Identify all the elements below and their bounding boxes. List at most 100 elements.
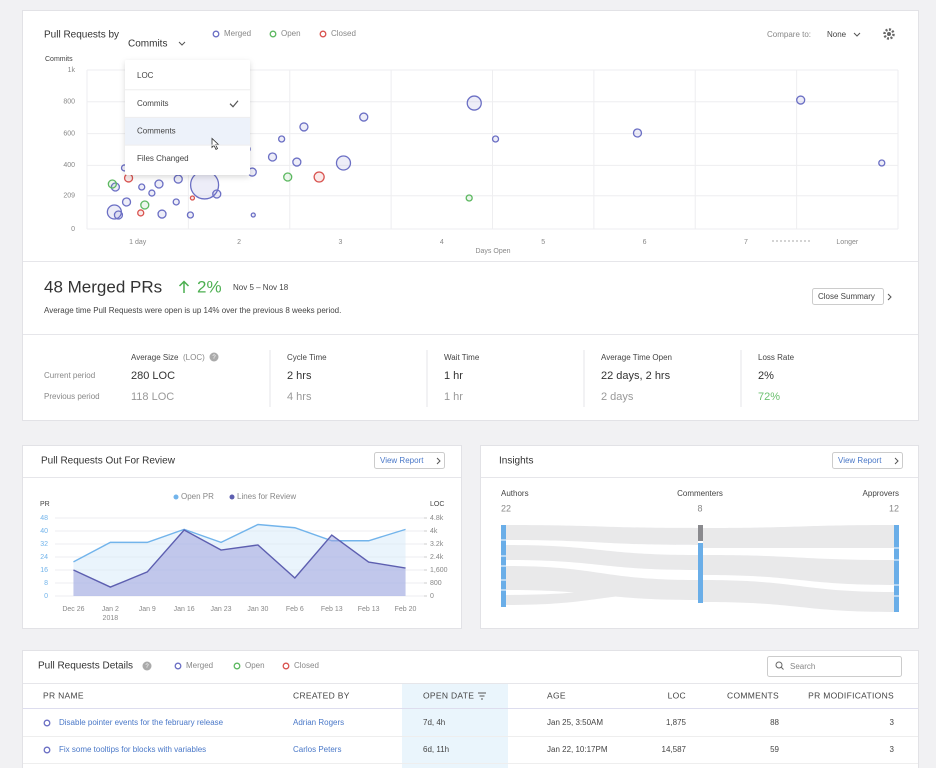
x-tick-label: 1 day xyxy=(129,239,147,246)
column-header[interactable]: LOC xyxy=(668,690,686,700)
y-tick-label: 400 xyxy=(63,162,75,169)
column-header[interactable]: PR NAME xyxy=(43,690,84,700)
bubble xyxy=(465,194,473,202)
stat-unit: (LOC) xyxy=(183,353,205,362)
y-tick-label: 0 xyxy=(71,226,75,233)
insight-count: 22 xyxy=(501,503,511,513)
flow xyxy=(703,525,894,548)
stat-label: Average Time Open xyxy=(601,353,672,362)
menu-item[interactable]: LOC xyxy=(137,71,154,80)
button-box[interactable] xyxy=(812,288,884,305)
sorted-column xyxy=(402,684,508,768)
y-tick-label: 800 xyxy=(63,99,75,106)
bubble xyxy=(157,209,167,219)
flow-diagram xyxy=(506,525,894,612)
cell[interactable]: Carlos Peters xyxy=(293,745,341,754)
bubble xyxy=(359,112,369,122)
y2-tick-label: 1,600 xyxy=(430,567,448,574)
insight-label: Approvers xyxy=(863,489,899,498)
chevron xyxy=(894,457,899,465)
y-tick-label: 209 xyxy=(63,193,75,200)
help-icon[interactable] xyxy=(209,352,219,362)
menu-item[interactable]: Files Changed xyxy=(137,154,189,163)
compare-value[interactable]: None xyxy=(827,30,847,39)
cell[interactable]: Fix some tooltips for blocks with variab… xyxy=(59,745,206,754)
settings-icon[interactable] xyxy=(883,28,895,40)
column-header[interactable]: PR MODIFICATIONS xyxy=(808,690,894,700)
bubble xyxy=(632,128,643,138)
help-icon[interactable] xyxy=(142,661,152,671)
y-tick-label: 16 xyxy=(40,567,48,574)
button-box[interactable] xyxy=(832,452,903,469)
x-tick-label: Jan 30 xyxy=(247,606,268,613)
stat-current: 280 LOC xyxy=(131,370,175,382)
bubble xyxy=(878,159,886,167)
cell[interactable]: Adrian Rogers xyxy=(293,718,344,727)
x-tick-label: Longer xyxy=(836,239,858,246)
stat-previous: 2 days xyxy=(601,391,634,403)
bubble xyxy=(107,179,117,189)
close-summary-button[interactable]: Close Summary xyxy=(812,288,892,305)
metric-value[interactable]: Commits xyxy=(128,39,167,50)
x-tick-label: 4 xyxy=(440,239,444,246)
metric-dropdown[interactable]: Commits xyxy=(128,39,186,50)
y-tick-label: 24 xyxy=(40,554,48,561)
compare-dropdown[interactable]: None xyxy=(827,30,861,39)
stat-previous: 4 hrs xyxy=(287,391,312,403)
button-box[interactable] xyxy=(374,452,445,469)
cell[interactable]: Disable pointer events for the february … xyxy=(59,718,224,727)
column-header[interactable]: COMMENTS xyxy=(727,690,779,700)
chevron xyxy=(853,32,861,37)
menu-item[interactable]: Comments xyxy=(137,127,176,136)
bubble xyxy=(172,198,180,206)
stat-label: Average Size xyxy=(131,353,179,362)
column-header[interactable]: CREATED BY xyxy=(293,690,350,700)
series-line xyxy=(73,529,406,588)
row-label: Previous period xyxy=(44,392,100,401)
gear[interactable] xyxy=(883,28,895,40)
bubble xyxy=(186,211,195,219)
column-header[interactable]: OPEN DATE xyxy=(423,690,474,700)
bubble xyxy=(466,95,482,111)
bubble xyxy=(292,157,302,167)
y2-axis-label: LOC xyxy=(430,501,444,508)
summary-period: Nov 5 – Nov 18 xyxy=(233,283,289,292)
compare-label: Compare to: xyxy=(767,30,811,39)
x-tick-label: Jan 23 xyxy=(211,606,232,613)
search-input[interactable] xyxy=(767,656,902,677)
legend-label: Closed xyxy=(331,29,356,38)
details-legend: Merged Open Closed xyxy=(174,661,319,670)
panel-title: Insights xyxy=(499,456,533,467)
insight-count: 12 xyxy=(889,503,899,513)
view-report-button[interactable]: View Report xyxy=(374,452,445,469)
bubble xyxy=(173,174,183,184)
stat-label: Cycle Time xyxy=(287,353,327,362)
legend-swatch xyxy=(233,662,241,670)
y-tick-label: 8 xyxy=(44,580,48,587)
legend-swatch xyxy=(319,30,327,38)
bubble xyxy=(148,189,156,197)
bubble xyxy=(212,189,222,199)
flow xyxy=(506,525,698,545)
x-year-label: 2018 xyxy=(103,615,119,622)
x-tick-label: 3 xyxy=(338,239,342,246)
menu-item[interactable]: Commits xyxy=(137,99,169,108)
up-arrow xyxy=(178,280,190,293)
view-report-button[interactable]: View Report xyxy=(832,452,903,469)
cell: 59 xyxy=(770,745,779,754)
x-tick-label: Jan 2 xyxy=(102,606,119,613)
y-tick-label: 0 xyxy=(44,593,48,600)
flow xyxy=(506,545,698,570)
column-header[interactable]: AGE xyxy=(547,690,566,700)
button-label: Close Summary xyxy=(818,292,875,301)
chevron xyxy=(887,293,892,301)
status-dot xyxy=(43,746,51,754)
button-label: View Report xyxy=(380,456,424,465)
search-box[interactable]: Search xyxy=(767,656,902,677)
menu-hover xyxy=(125,117,250,146)
y-tick-label: 1k xyxy=(68,67,76,74)
stats: Average Size (LOC) 280 LOC 118 LOC Cycle Tim… xyxy=(131,350,795,407)
legend-swatch xyxy=(269,30,277,38)
